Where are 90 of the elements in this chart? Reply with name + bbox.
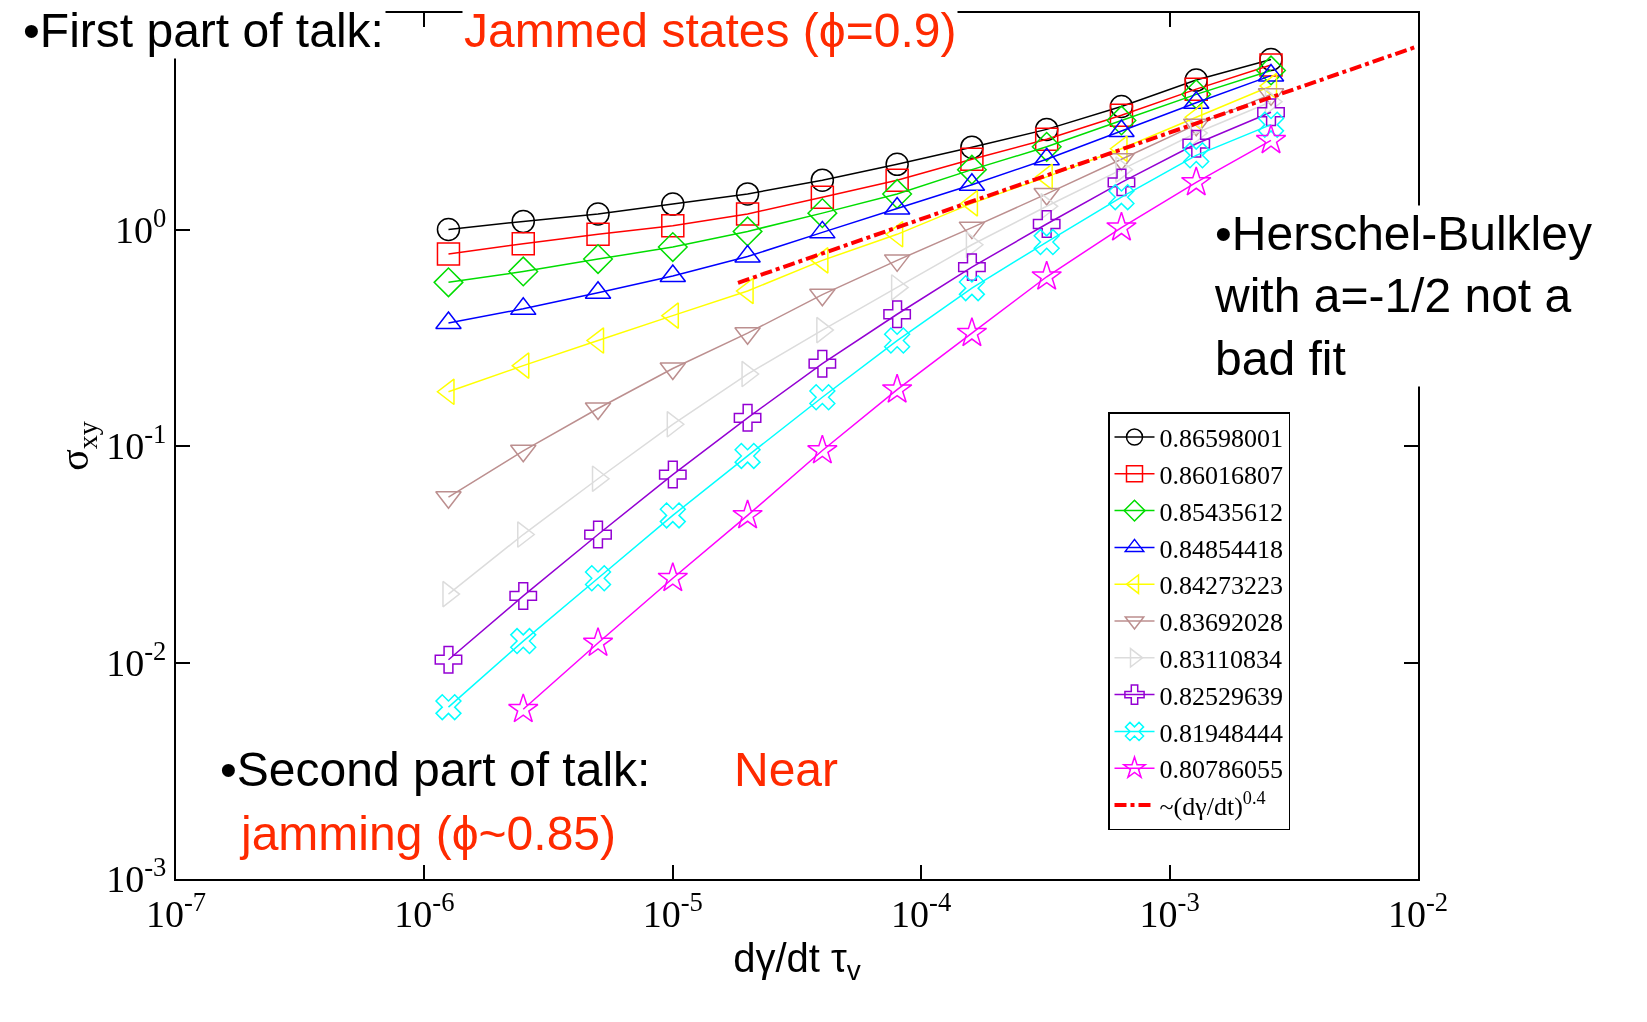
point — [732, 499, 763, 529]
point — [810, 168, 835, 192]
legend-label: 0.86016807 — [1159, 460, 1283, 490]
point — [1257, 98, 1285, 127]
point — [511, 209, 535, 234]
point — [1182, 129, 1211, 158]
point — [1180, 166, 1212, 196]
annotation: •Herschel-Bulkley with a=-1/2 not a bad fit — [1214, 207, 1592, 385]
point — [1031, 260, 1063, 290]
point — [1255, 55, 1287, 86]
point — [1257, 111, 1285, 138]
point — [735, 182, 760, 206]
point — [582, 626, 614, 657]
x-axis-title: dγ/dt τ$_{v}$ — [733, 935, 861, 986]
legend-label: 0.85435612 — [1159, 497, 1283, 527]
point — [809, 384, 836, 411]
point — [1255, 124, 1287, 154]
point — [956, 317, 988, 347]
point — [436, 217, 461, 242]
legend-label: 0.83110834 — [1159, 644, 1283, 674]
point — [1108, 184, 1135, 211]
x-tick-label: 10$^{-2}$ — [1387, 886, 1449, 935]
point — [1032, 210, 1061, 238]
point — [586, 202, 610, 226]
x-tick-label: 10$^{-6}$ — [394, 886, 455, 935]
annotation: •Second part of talk: — [220, 743, 651, 796]
legend-label: 0.84273223 — [1159, 571, 1283, 601]
legend-label: 0.80786055 — [1159, 755, 1283, 785]
point — [956, 154, 987, 185]
point — [657, 562, 689, 592]
point — [1109, 94, 1134, 119]
annotation: Near — [734, 743, 839, 796]
point — [958, 274, 986, 302]
x-tick-label: 10$^{-5}$ — [642, 886, 703, 935]
point — [433, 267, 464, 298]
point — [1033, 228, 1060, 256]
point — [1181, 79, 1212, 110]
point — [435, 693, 462, 721]
point — [1106, 105, 1137, 136]
point — [881, 373, 913, 403]
point — [885, 168, 909, 192]
point — [733, 403, 762, 432]
point — [1034, 117, 1059, 142]
point — [659, 502, 686, 529]
point — [806, 434, 838, 464]
point — [584, 565, 612, 592]
legend-label: 0.82529639 — [1159, 681, 1283, 711]
legend-label: 0.81948444 — [1159, 718, 1283, 748]
point — [960, 135, 984, 159]
annotation: •First part of talk: — [23, 4, 384, 57]
legend-label: 0.86598001 — [1159, 424, 1283, 454]
y-tick-label: 10$^{0}$ — [115, 202, 167, 251]
point — [1107, 168, 1136, 197]
point — [586, 222, 610, 247]
point — [582, 244, 614, 275]
y-tick-label: 10$^{-2}$ — [106, 635, 167, 684]
point — [658, 460, 687, 489]
point — [509, 581, 538, 610]
point — [507, 693, 539, 723]
point — [1106, 211, 1137, 241]
point — [807, 198, 838, 229]
point — [510, 627, 537, 655]
point — [883, 300, 912, 329]
legend-label: 0.84854418 — [1159, 534, 1283, 564]
x-tick-label: 10$^{-4}$ — [891, 886, 952, 935]
point — [732, 216, 763, 247]
point — [734, 442, 761, 470]
point — [508, 256, 539, 287]
point — [511, 231, 535, 256]
annotation: Jammed states (ϕ=0.9) — [464, 4, 957, 57]
legend-label: ~(dγ/dt)$^{0.4}$ — [1159, 788, 1266, 822]
point — [1183, 142, 1210, 169]
point — [584, 520, 612, 549]
point — [657, 231, 688, 263]
point — [661, 214, 685, 238]
x-tick-label: 10$^{-3}$ — [1139, 886, 1200, 935]
y-tick-label: 10$^{-1}$ — [106, 419, 167, 468]
point — [885, 152, 909, 177]
point — [808, 349, 837, 378]
point — [882, 178, 913, 209]
point — [434, 645, 463, 674]
legend-label: 0.83692028 — [1159, 608, 1283, 638]
point — [957, 253, 986, 282]
point — [810, 185, 835, 209]
point — [661, 192, 685, 216]
annotation: jamming (ϕ~0.85) — [239, 807, 617, 860]
point — [883, 327, 911, 354]
point — [735, 202, 760, 226]
point — [436, 242, 461, 266]
point — [1031, 131, 1062, 162]
